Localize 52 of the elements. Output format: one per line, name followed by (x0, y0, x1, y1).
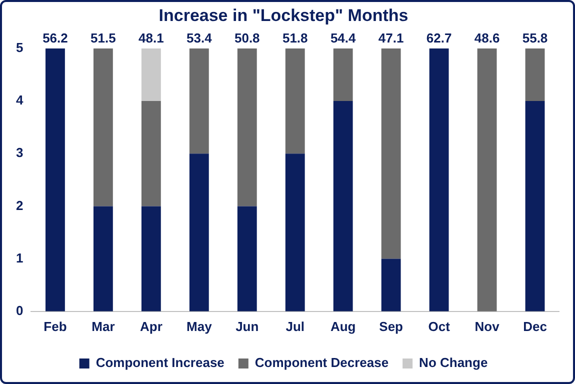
bar (141, 101, 161, 206)
bar (429, 48, 449, 312)
bar (525, 101, 545, 312)
bar (477, 48, 497, 312)
x-tick-label: Aug (330, 318, 356, 334)
annotation: 48.1 (138, 30, 164, 46)
x-tick-label: Sep (379, 318, 404, 334)
x-tick-label: Feb (44, 318, 67, 334)
y-tick-label: 5 (16, 40, 24, 55)
x-tick-label: Mar (92, 318, 115, 334)
y-tick-label: 1 (16, 250, 24, 266)
y-tick-label: 0 (16, 302, 24, 318)
legend-label: No Change (419, 355, 488, 370)
bar (237, 206, 257, 312)
annotation: 50.8 (234, 30, 260, 46)
bar (525, 48, 545, 101)
y-tick-label: 4 (16, 92, 24, 108)
x-tick-label: Oct (428, 318, 451, 334)
bar (333, 48, 353, 101)
annotation: 56.2 (42, 30, 68, 46)
y-tick-label: 2 (16, 198, 24, 213)
bar (141, 48, 161, 101)
bar (285, 48, 305, 154)
annotation: 53.4 (186, 30, 213, 46)
bar (285, 154, 305, 312)
x-tick-label: Jun (236, 318, 259, 334)
bar (333, 101, 353, 312)
bar (381, 258, 401, 312)
annotation: 47.1 (378, 30, 404, 46)
legend-label: Component Decrease (254, 355, 389, 370)
annotation: 62.7 (426, 30, 452, 46)
x-tick-label: Nov (474, 318, 500, 334)
x-tick-label: Jul (286, 318, 305, 334)
x-tick-label: Apr (140, 318, 162, 334)
y-tick-label: 3 (16, 145, 24, 160)
bar (189, 154, 209, 312)
annotation: 54.4 (330, 30, 357, 46)
bar (381, 48, 401, 259)
bar (141, 206, 161, 312)
annotation: 48.6 (474, 30, 500, 46)
annotation: 51.8 (282, 30, 308, 46)
bar (46, 48, 65, 312)
legend-label: Component Increase (96, 355, 224, 370)
bar (93, 206, 113, 312)
annotation: 51.5 (90, 30, 116, 46)
bar (237, 48, 257, 206)
x-tick-label: May (186, 318, 213, 334)
bar (189, 48, 209, 154)
annotation: 55.8 (522, 30, 548, 46)
chart-title: Increase in "Lockstep" Months (158, 6, 408, 25)
bar (93, 48, 113, 206)
x-tick-label: Dec (523, 318, 547, 334)
